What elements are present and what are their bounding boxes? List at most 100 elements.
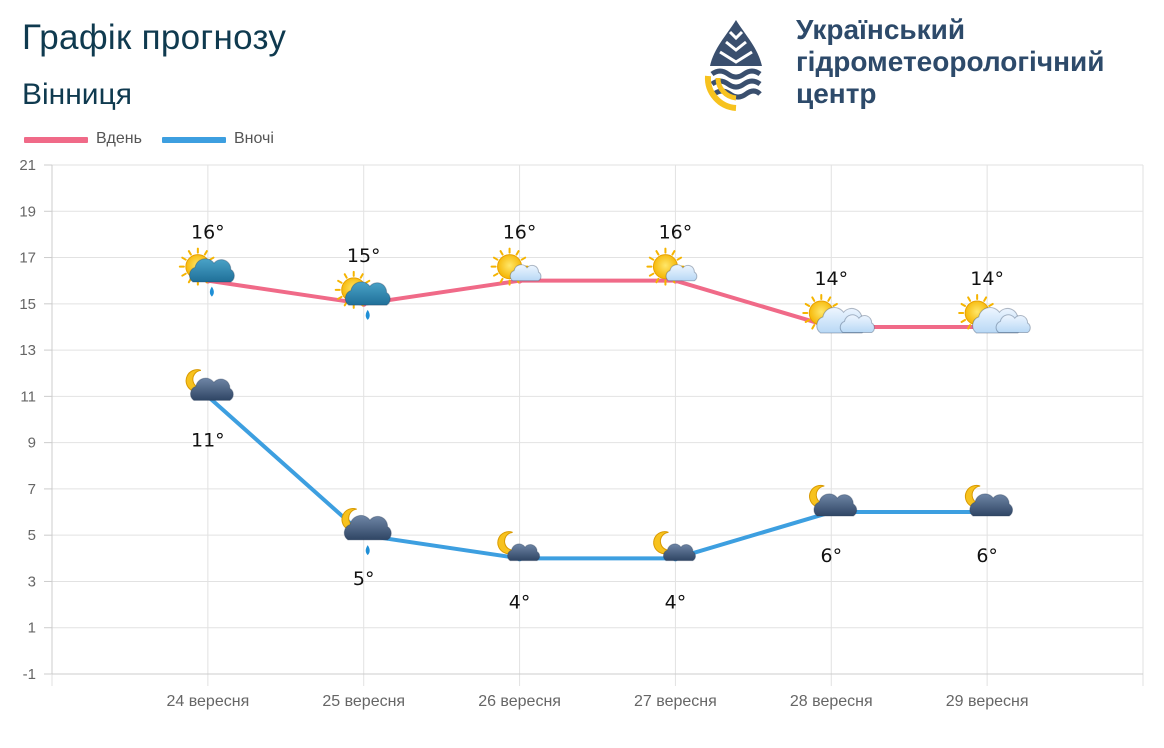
cloud-shape — [507, 543, 541, 562]
sun-ray — [492, 256, 499, 261]
sun-ray — [203, 250, 208, 256]
sun-ray — [648, 256, 655, 261]
cloud-shape — [839, 314, 875, 334]
data-label: 4° — [665, 591, 687, 613]
org-name-line3: центр — [796, 78, 877, 109]
sun-ray — [988, 302, 994, 307]
sun-clouds-icon — [958, 293, 1031, 334]
night-series-line — [206, 394, 988, 561]
data-label: 16° — [659, 222, 693, 244]
cloud-shape — [665, 264, 698, 282]
y-tick-label: 5 — [28, 527, 36, 544]
sun-clouds-icon — [802, 293, 875, 334]
rain-drop — [209, 286, 214, 297]
sun-ray — [343, 300, 348, 307]
sun-ray — [804, 318, 811, 323]
sun-ray — [983, 296, 988, 302]
sun-ray — [960, 318, 967, 323]
y-tick-label: 7 — [28, 481, 36, 498]
data-label: 15° — [347, 245, 381, 267]
sun-ray — [960, 302, 967, 307]
sun-ray — [832, 302, 838, 307]
cloud-shape — [343, 514, 392, 541]
org-name-line2: гідрометеорологічний — [796, 46, 1105, 77]
sun-ray — [187, 277, 192, 284]
moon-cloud-rain-icon — [341, 508, 392, 556]
y-tick-label: 11 — [20, 388, 36, 405]
cloud-shape — [344, 281, 391, 306]
cloud-shape — [813, 493, 858, 517]
y-tick-label: 9 — [28, 435, 36, 452]
sun-ray — [181, 256, 187, 261]
cloud-shape — [189, 258, 235, 283]
moon-cloud-icon — [653, 531, 696, 562]
sun-cloud-icon — [490, 247, 542, 286]
sun-ray — [671, 250, 676, 256]
y-tick-label: 19 — [19, 203, 36, 220]
data-label: 11° — [191, 429, 225, 451]
cloud-shape — [969, 493, 1013, 517]
rain-drop — [365, 309, 370, 320]
sun-ray — [655, 277, 660, 284]
cloud-shape — [662, 543, 696, 562]
data-label: 14° — [814, 268, 848, 290]
city-name: Вінниця — [22, 78, 132, 111]
y-tick-label: -1 — [23, 666, 36, 683]
sun-ray — [967, 324, 972, 330]
y-tick-label: 13 — [19, 342, 36, 359]
moon-cloud-icon — [185, 369, 234, 401]
rain-drop — [365, 545, 370, 556]
sun-ray — [492, 272, 499, 277]
moon-cloud-icon — [809, 484, 858, 517]
sun-ray — [208, 256, 215, 261]
org-name: Український гідрометеорологічний центр — [796, 14, 1104, 110]
org-name-line1: Український — [796, 14, 966, 45]
page-title: Графік прогнозу — [22, 18, 287, 57]
sun-ray — [343, 273, 348, 279]
sun-ray — [811, 296, 816, 302]
sun-cloud-rain-icon — [334, 270, 391, 320]
y-tick-label: 1 — [28, 620, 36, 637]
x-tick-label: 28 вересня — [790, 693, 873, 710]
x-tick-label: 24 вересня — [166, 693, 249, 710]
sun-ray — [520, 256, 527, 261]
sun-ray — [359, 273, 364, 279]
data-label: 6° — [820, 545, 842, 567]
cloud-shape — [190, 377, 234, 401]
sun-ray — [676, 256, 683, 261]
sun-ray — [499, 250, 504, 256]
sun-ray — [515, 250, 520, 256]
legend-label-day: Вдень — [96, 130, 142, 147]
sun-ray — [337, 295, 343, 300]
x-tick-label: 29 вересня — [946, 693, 1029, 710]
sun-ray — [187, 250, 192, 256]
x-tick-label: 25 вересня — [322, 693, 405, 710]
x-tick-label: 27 вересня — [634, 693, 717, 710]
data-label: 14° — [970, 268, 1004, 290]
legend-swatch-night — [162, 137, 226, 143]
cloud-shape — [995, 314, 1031, 334]
legend-label-night: Вночі — [234, 130, 274, 147]
sun-ray — [499, 277, 504, 284]
sun-ray — [804, 302, 811, 307]
sun-ray — [364, 279, 371, 284]
sun-ray — [827, 296, 832, 302]
sun-cloud-rain-icon — [178, 247, 235, 297]
cloud-shape — [509, 264, 542, 282]
y-tick-label: 15 — [19, 296, 36, 313]
data-label: 16° — [191, 222, 225, 244]
y-tick-label: 3 — [28, 573, 36, 590]
x-tick-label: 26 вересня — [478, 693, 561, 710]
y-tick-label: 21 — [19, 157, 36, 174]
sun-ray — [181, 272, 187, 277]
data-label: 16° — [503, 222, 537, 244]
data-label: 5° — [353, 568, 375, 590]
data-label: 6° — [976, 545, 998, 567]
sun-ray — [648, 272, 655, 277]
sun-cloud-icon — [646, 247, 698, 286]
y-tick-label: 17 — [19, 250, 36, 267]
moon-cloud-icon — [497, 531, 541, 562]
legend-swatch-day — [24, 137, 88, 143]
sun-ray — [967, 296, 972, 302]
